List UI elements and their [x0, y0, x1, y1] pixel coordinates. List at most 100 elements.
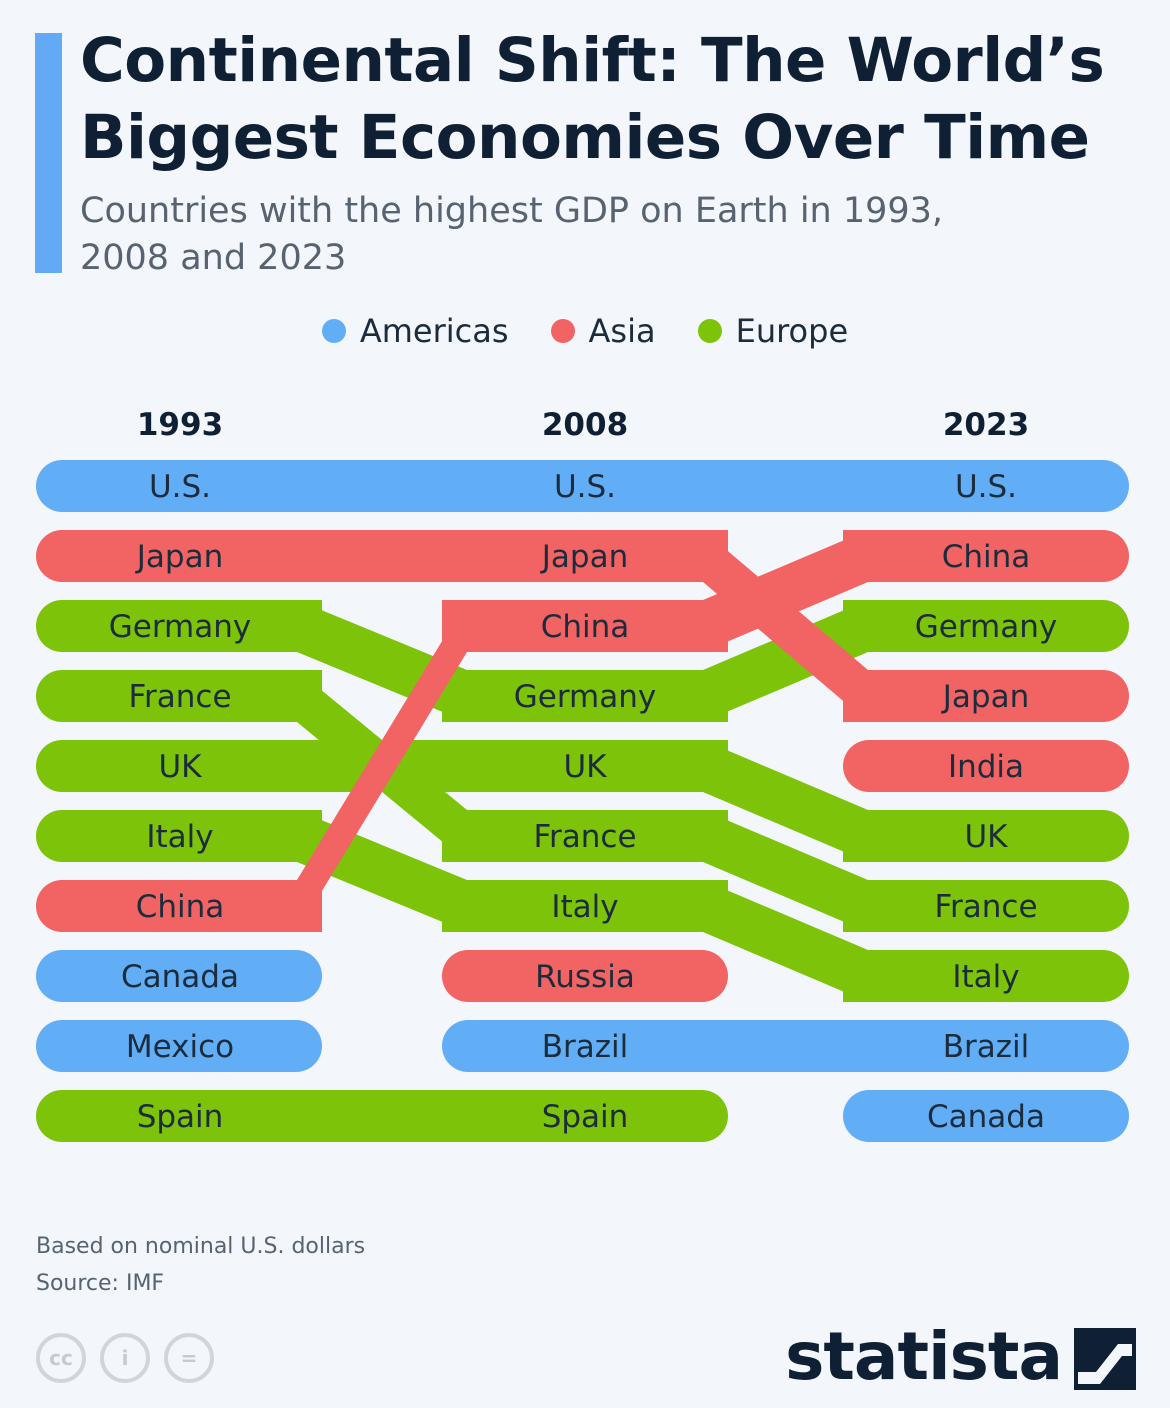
pill-germany-2023: [843, 600, 1129, 652]
country-band-canada: [36, 950, 1129, 1142]
pill-india-2023: [843, 740, 1129, 792]
pill-germany-1993: [36, 600, 322, 652]
pill-china-1993: [36, 880, 322, 932]
bump-chart: 1993 2008 2023 Germany Germany Germany France F…: [36, 407, 1129, 1142]
country-label-china-1993: China: [136, 889, 225, 925]
country-label-u-s-2023: U.S.: [955, 469, 1017, 505]
country-label-italy-1993: Italy: [146, 819, 213, 855]
pill-join-right-france-2008: [700, 810, 728, 862]
statista-logo-icon: [1074, 1328, 1136, 1390]
pill-join-left-uk-2008: [442, 740, 470, 792]
brand[interactable]: statista: [785, 1322, 1136, 1392]
country-label-germany-2023: Germany: [915, 609, 1057, 645]
pill-china-2023: [843, 530, 1129, 582]
pill-join-right-china-1993: [294, 880, 322, 932]
pill-uk-2023: [843, 810, 1129, 862]
pill-join-right-china-2008: [700, 600, 728, 652]
legend-dot-americas: [321, 319, 346, 343]
pill-join-right-uk-2008: [700, 740, 728, 792]
no-derivatives-icon[interactable]: =: [164, 1333, 214, 1383]
pill-japan-2023: [843, 670, 1129, 722]
connector-uk-2008-2023: [703, 740, 868, 862]
country-label-china-2008: China: [541, 609, 630, 645]
pill-join-left-japan-2008: [442, 530, 470, 582]
year-header-1993: 1993: [137, 407, 223, 443]
country-label-uk-2023: UK: [964, 819, 1008, 855]
connector-italy-2008-2023: [703, 880, 868, 1002]
footer-source: Source: IMF: [36, 1271, 165, 1296]
legend-item-europe: Europe: [697, 312, 849, 350]
country-label-u-s-1993: U.S.: [149, 469, 211, 505]
pill-join-right-u-s-2008: [700, 460, 728, 512]
pill-japan-1993: [36, 530, 322, 582]
pill-italy-2008: [442, 880, 728, 932]
pill-join-left-spain-2008: [442, 1090, 470, 1142]
pill-join-right-u-s-1993: [294, 460, 322, 512]
country-label-italy-2008: Italy: [551, 889, 618, 925]
pill-france-2008: [442, 810, 728, 862]
title-accent-bar: [35, 33, 62, 273]
pill-canada-2023: [843, 1090, 1129, 1142]
connector-germany-2008-2023: [703, 600, 868, 722]
country-label-uk-1993: UK: [158, 749, 202, 785]
country-label-japan-2023: Japan: [941, 679, 1029, 715]
country-band-china: [36, 530, 1129, 932]
pill-join-left-china-2008: [442, 600, 470, 652]
legend-label-asia: Asia: [588, 312, 656, 350]
pill-china-2008: [442, 600, 728, 652]
pill-france-1993: [36, 670, 322, 722]
cc-icon[interactable]: cc: [36, 1333, 86, 1383]
country-band-spain: [36, 1090, 728, 1142]
country-label-spain-1993: Spain: [137, 1099, 224, 1135]
country-band-russia: [442, 950, 728, 1002]
pill-join-right-japan-2008: [700, 530, 728, 582]
legend-dot-asia: [550, 319, 575, 343]
country-label-canada-2023: Canada: [927, 1099, 1045, 1135]
country-label-brazil-2008: Brazil: [542, 1029, 629, 1065]
pill-join-left-italy-2008: [442, 880, 470, 932]
connector-china-1993-2008: [297, 600, 467, 932]
legend-item-americas: Americas: [321, 312, 509, 350]
country-label-germany-1993: Germany: [109, 609, 251, 645]
pill-italy-1993: [36, 810, 322, 862]
legend-item-asia: Asia: [550, 312, 656, 350]
pill-join-right-japan-1993: [294, 530, 322, 582]
pill-uk-1993: [36, 740, 322, 792]
country-label-germany-2008: Germany: [514, 679, 656, 715]
country-band-mexico: [36, 1020, 322, 1072]
country-label-brazil-2023: Brazil: [943, 1029, 1030, 1065]
footer-notes: Based on nominal U.S. dollars Source: IM…: [36, 1228, 365, 1302]
country-label-canada-1993: Canada: [121, 959, 239, 995]
country-label-france-1993: France: [128, 679, 231, 715]
pill-mexico-1993: [36, 1020, 322, 1072]
pill-join-right-germany-1993: [294, 600, 322, 652]
year-header-2023: 2023: [943, 407, 1029, 443]
pill-spain-2008: [442, 1090, 728, 1142]
page-title: Continental Shift: The World’s Biggest E…: [80, 25, 1105, 173]
country-label-india-2023: India: [948, 749, 1024, 785]
pill-u-s-1993: [36, 460, 322, 512]
legend-label-europe: Europe: [735, 312, 849, 350]
pill-join-right-spain-1993: [294, 1090, 322, 1142]
pill-france-2023: [843, 880, 1129, 932]
country-label-spain-2008: Spain: [542, 1099, 629, 1135]
country-band-india: [843, 740, 1129, 792]
pill-join-right-germany-2008: [700, 670, 728, 722]
pill-u-s-2008: [442, 460, 728, 512]
pill-brazil-2023: [843, 1020, 1129, 1072]
country-label-japan-2008: Japan: [540, 539, 628, 575]
pill-russia-2008: [442, 950, 728, 1002]
page-subtitle: Countries with the highest GDP on Earth …: [80, 191, 944, 278]
brand-name: statista: [785, 1318, 1063, 1395]
year-header-2008: 2008: [542, 407, 628, 443]
country-label-france-2008: France: [533, 819, 636, 855]
legend-label-americas: Americas: [359, 312, 509, 350]
legend: Americas Asia Europe: [0, 312, 1170, 350]
country-band-japan: [36, 530, 1129, 722]
country-label-japan-1993: Japan: [135, 539, 223, 575]
footer-note: Based on nominal U.S. dollars: [36, 1234, 366, 1259]
country-band-u-s: [36, 460, 1129, 512]
pill-join-right-italy-2008: [700, 880, 728, 932]
attribution-icon[interactable]: i: [100, 1333, 150, 1383]
connector-france-2008-2023: [703, 810, 868, 932]
